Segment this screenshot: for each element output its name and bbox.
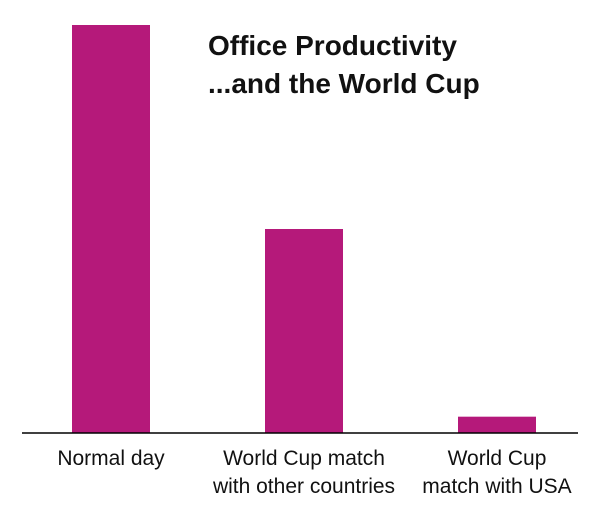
category-label-2-line-1: World Cup match [223,447,385,470]
bar-1 [72,25,150,433]
category-label-3-line-2: match with USA [422,475,571,498]
bar-3 [458,416,536,433]
bars-group [72,25,536,433]
bar-2 [265,229,343,433]
chart-title-line-1: Office Productivity [208,30,457,61]
category-label-1-line-1: Normal day [57,447,165,470]
category-label-3-line-1: World Cup [448,447,547,470]
category-labels: Normal day World Cup match with other coun… [57,447,571,498]
chart-title-line-2: ...and the World Cup [208,68,480,99]
chart-title: Office Productivity ...and the World Cup [208,30,480,99]
category-label-2-line-2: with other countries [212,475,395,498]
